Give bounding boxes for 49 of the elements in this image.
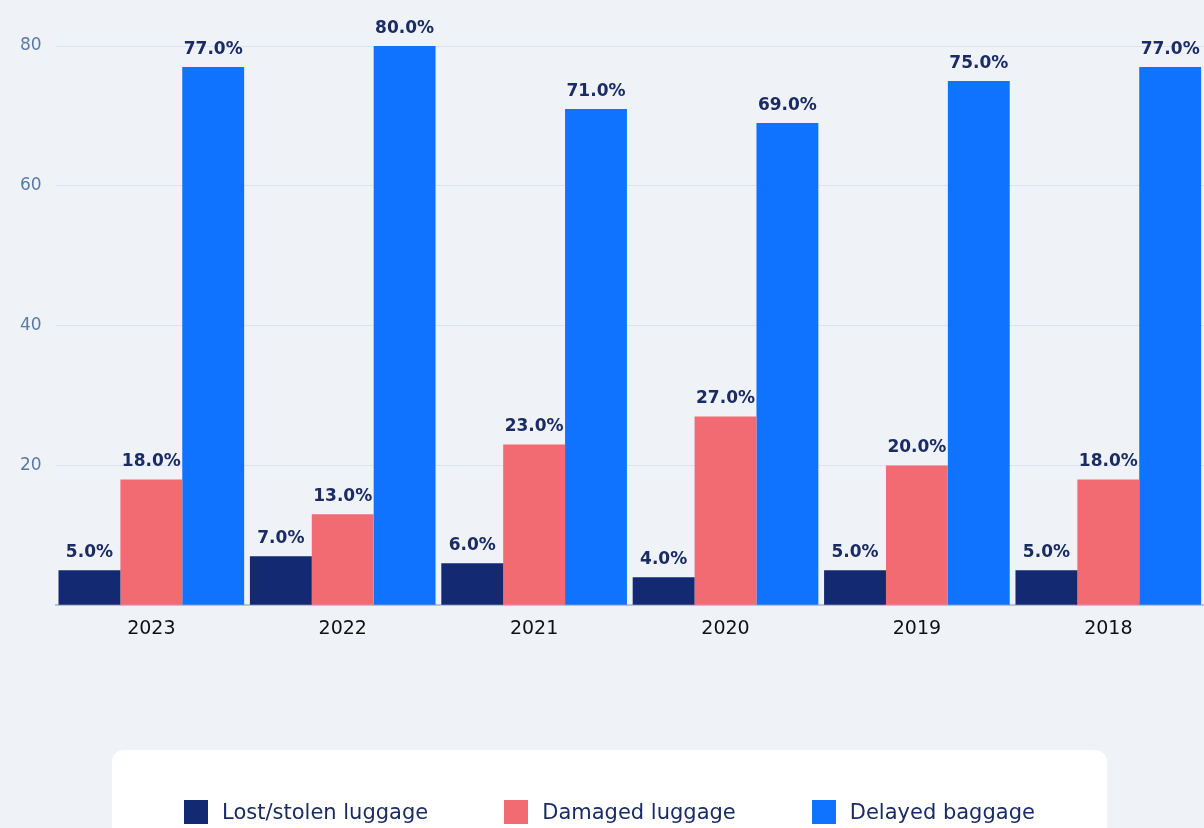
bar: [373, 46, 436, 605]
data-label: 80.0%: [375, 16, 435, 37]
data-label: 5.0%: [65, 541, 114, 562]
bar: [1139, 66, 1202, 605]
y-tick-label: 20: [19, 453, 42, 474]
legend-label: Lost/stolen luggage: [222, 800, 429, 824]
data-label: 6.0%: [448, 534, 496, 555]
x-tick-label: 2023: [127, 615, 176, 638]
data-label: 20.0%: [887, 436, 947, 457]
bar: [947, 80, 1010, 605]
bar: [311, 514, 374, 605]
bar: [1077, 479, 1140, 605]
x-tick-label: 2022: [318, 615, 367, 638]
data-label: 77.0%: [1140, 37, 1200, 58]
data-label: 27.0%: [696, 387, 756, 408]
bar: [885, 465, 948, 605]
bar: [58, 570, 121, 605]
x-tick-label: 2021: [509, 615, 559, 638]
data-label: 7.0%: [257, 527, 305, 548]
bar: [182, 66, 245, 605]
legend-label: Delayed baggage: [849, 800, 1035, 824]
x-tick-label: 2020: [701, 615, 750, 638]
bar: [756, 122, 819, 605]
data-label: 77.0%: [183, 37, 243, 58]
data-label: 5.0%: [1022, 541, 1070, 562]
bar: [824, 570, 886, 605]
bar: [565, 108, 627, 605]
data-label: 18.0%: [121, 450, 181, 471]
y-tick-label: 80: [19, 34, 42, 55]
bar: [503, 444, 566, 605]
legend-label: Damaged luggage: [542, 800, 736, 824]
y-tick-label: 40: [19, 314, 42, 335]
data-label: 18.0%: [1078, 450, 1138, 471]
data-label: 13.0%: [313, 485, 373, 506]
data-label: 5.0%: [831, 541, 879, 562]
bar: [1015, 570, 1078, 605]
x-tick-label: 2019: [892, 615, 942, 638]
data-label: 75.0%: [949, 51, 1009, 72]
data-label: 69.0%: [757, 93, 817, 114]
bar: [441, 563, 504, 605]
bar: [120, 479, 183, 605]
data-label: 23.0%: [504, 415, 564, 436]
bar: [632, 577, 695, 605]
x-tick-label: 2018: [1084, 615, 1133, 638]
bar: [249, 556, 312, 605]
data-label: 4.0%: [640, 548, 688, 569]
y-tick-label: 60: [19, 174, 42, 195]
data-label: 71.0%: [566, 79, 626, 100]
bar: [694, 416, 757, 605]
